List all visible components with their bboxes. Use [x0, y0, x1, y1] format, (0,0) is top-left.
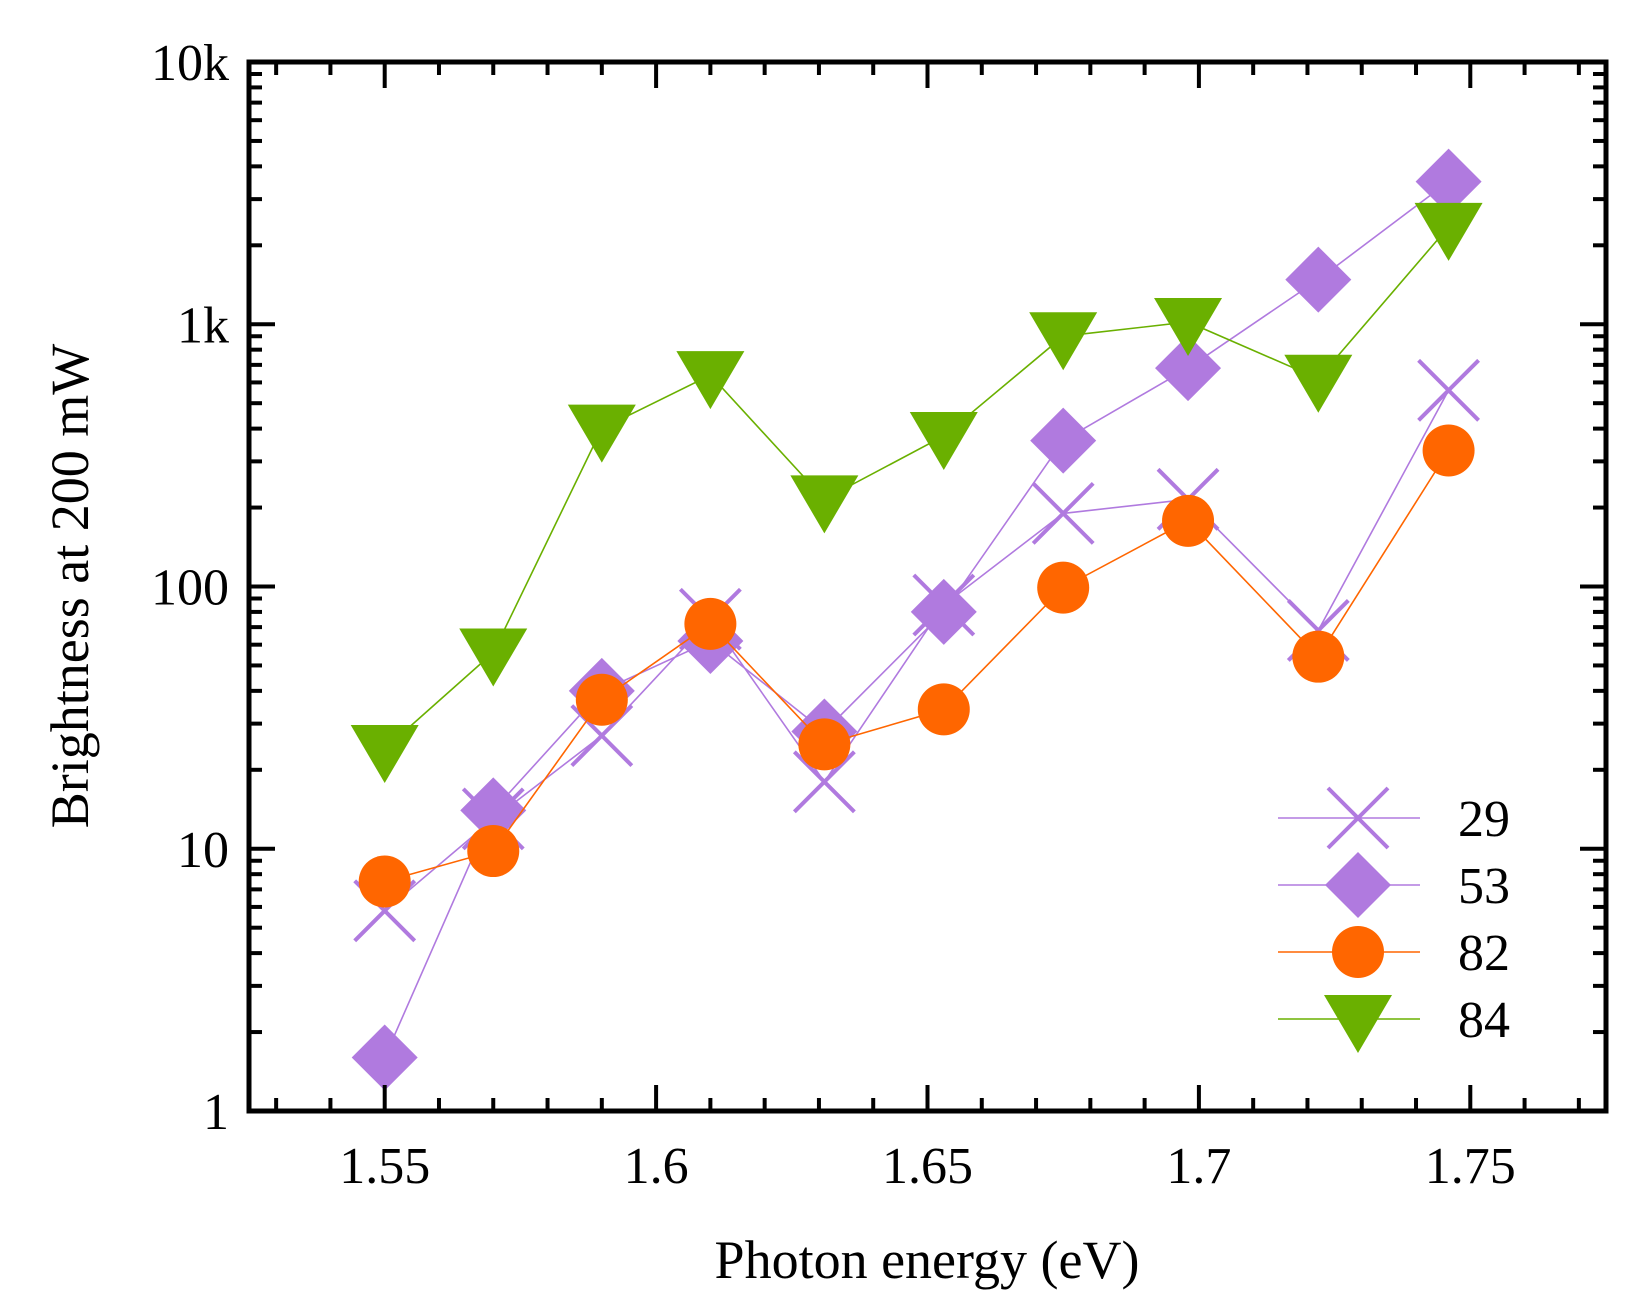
legend-entry-53: 53 — [1278, 852, 1510, 918]
series-84-point-6 — [909, 411, 978, 470]
series-82-point-7 — [1037, 561, 1090, 614]
series-53-line — [383, 180, 1450, 1058]
series-84-point-10 — [1414, 202, 1483, 261]
series-84-point-7 — [1029, 312, 1098, 371]
series-82-point-3 — [575, 673, 628, 726]
legend-entry-82: 82 — [1278, 925, 1510, 982]
legend-label-84: 84 — [1458, 992, 1510, 1049]
tick-layer — [249, 62, 1606, 1111]
legend-label-53: 53 — [1458, 858, 1510, 915]
series-29-point-5 — [792, 750, 856, 814]
legend: 29 53 82 84 — [1278, 786, 1510, 1053]
x-tick-labels: 1.55 1.6 1.65 1.7 1.75 — [339, 1138, 1516, 1195]
series-layer — [350, 148, 1483, 1091]
series-84-point-9 — [1284, 354, 1353, 413]
y-tick-label-10: 10 — [177, 822, 229, 879]
series-82-point-9 — [1292, 630, 1345, 683]
x-axis-title: Photon energy (eV) — [715, 1230, 1140, 1290]
x-tick-label-1.6: 1.6 — [624, 1138, 689, 1195]
series-82-line — [384, 450, 1450, 883]
y-tick-label-1: 1 — [203, 1084, 229, 1141]
series-84-point-1 — [350, 725, 419, 784]
series-82-point-2 — [467, 825, 520, 878]
series-82-point-5 — [798, 718, 851, 771]
y-tick-labels: 1 10 100 1k 10k — [151, 35, 229, 1141]
x-tick-label-1.7: 1.7 — [1166, 1138, 1231, 1195]
y-tick-label-100: 100 — [151, 560, 229, 617]
x-tick-label-1.55: 1.55 — [339, 1138, 430, 1195]
series-53-point-1 — [351, 1024, 418, 1091]
legend-entry-84: 84 — [1278, 992, 1510, 1053]
x-tick-label-1.75: 1.75 — [1425, 1138, 1516, 1195]
series-84 — [350, 202, 1483, 784]
series-82-point-1 — [358, 855, 411, 908]
legend-label-29: 29 — [1458, 791, 1510, 848]
legend-marker-82 — [1332, 926, 1384, 978]
series-53-point-9 — [1285, 246, 1352, 313]
x-tick-label-1.65: 1.65 — [882, 1138, 973, 1195]
series-84-point-4 — [676, 351, 745, 410]
series-53-point-6 — [910, 578, 977, 645]
series-82-point-10 — [1422, 424, 1475, 477]
series-53-point-8 — [1155, 335, 1222, 402]
legend-marker-84 — [1324, 995, 1392, 1053]
legend-marker-29 — [1326, 786, 1390, 850]
series-53-point-10 — [1415, 148, 1482, 215]
series-84-point-5 — [790, 475, 859, 534]
series-84-line — [384, 226, 1450, 750]
series-29-point-10 — [1417, 358, 1481, 422]
y-tick-label-10k: 10k — [151, 35, 229, 92]
series-82-point-4 — [684, 597, 737, 650]
y-tick-label-1k: 1k — [177, 297, 229, 354]
series-29-line — [384, 389, 1450, 912]
series-82 — [358, 424, 1475, 908]
series-84-point-8 — [1154, 297, 1223, 356]
legend-label-82: 82 — [1458, 925, 1510, 982]
legend-entry-29: 29 — [1278, 786, 1510, 850]
legend-marker-53 — [1325, 852, 1391, 918]
series-82-point-6 — [917, 683, 970, 736]
y-axis-title: Brightness at 200 mW — [40, 344, 100, 828]
series-84-point-2 — [459, 628, 528, 687]
series-84-point-3 — [567, 404, 636, 463]
series-82-point-8 — [1162, 494, 1215, 547]
series-29-point-7 — [1031, 481, 1095, 545]
series-53-point-7 — [1030, 407, 1097, 474]
